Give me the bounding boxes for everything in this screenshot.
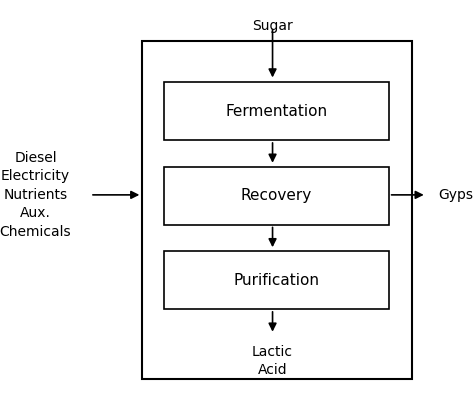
Text: Diesel
Electricity
Nutrients
Aux.
Chemicals: Diesel Electricity Nutrients Aux. Chemic… <box>0 151 72 239</box>
Text: Purification: Purification <box>233 273 319 288</box>
Bar <box>142 41 412 379</box>
Text: Recovery: Recovery <box>240 188 312 203</box>
Bar <box>164 251 389 309</box>
Bar <box>164 167 389 225</box>
Text: Gypsum: Gypsum <box>438 188 474 202</box>
Text: Fermentation: Fermentation <box>225 104 327 119</box>
Bar <box>164 82 389 140</box>
Text: Lactic
Acid: Lactic Acid <box>252 344 293 377</box>
Text: Sugar: Sugar <box>252 19 293 33</box>
